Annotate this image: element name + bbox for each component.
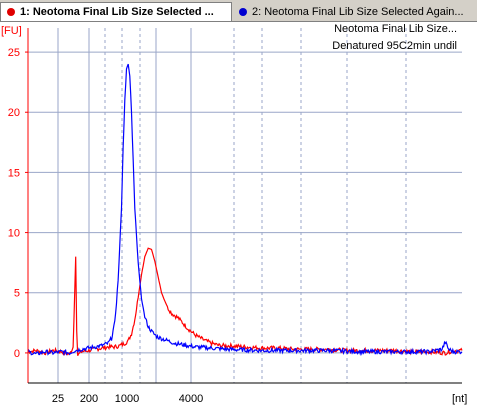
tab-sample-2[interactable]: 2: Neotoma Final Lib Size Selected Again… (233, 2, 477, 21)
tab-sample-2-label: 2: Neotoma Final Lib Size Selected Again… (252, 5, 464, 18)
y-tick-label: 5 (14, 288, 20, 300)
x-tick-label: 1000 (115, 393, 139, 405)
x-tick-labels: 25 200 1000 4000 (52, 393, 203, 405)
electropherogram-chart: 0 5 10 15 20 25 25 200 1000 4000 [FU] [nt] Neoto… (1, 23, 467, 405)
x-tick-label: 25 (52, 393, 64, 405)
series-line-2 (27, 63, 463, 357)
blue-dot-icon (239, 7, 247, 16)
y-tick-label: 15 (8, 167, 20, 179)
y-tick-label: 20 (8, 107, 20, 119)
grid-lines (28, 28, 462, 383)
y-tick-labels: 0 5 10 15 20 25 (8, 47, 28, 360)
y-tick-label: 10 (8, 228, 20, 240)
y-tick-label: 0 (14, 348, 20, 360)
red-dot-icon (7, 8, 15, 16)
legend-condition: Denatured 95C2min undil (332, 40, 457, 52)
tab-sample-1-label: 1: Neotoma Final Lib Size Selected ... (20, 6, 214, 18)
x-tick-label: 200 (80, 393, 98, 405)
x-tick-label: 4000 (179, 393, 203, 405)
sample-tab-bar: 1: Neotoma Final Lib Size Selected ... 2… (0, 0, 477, 22)
x-axis-label: [nt] (452, 393, 467, 405)
y-tick-label: 25 (8, 47, 20, 59)
tab-sample-1[interactable]: 1: Neotoma Final Lib Size Selected ... (0, 2, 232, 21)
series-line-1 (27, 247, 463, 356)
series-lines (27, 63, 463, 357)
y-axis-label: [FU] (1, 25, 22, 37)
legend-sample-name: Neotoma Final Lib Size... (334, 23, 457, 35)
